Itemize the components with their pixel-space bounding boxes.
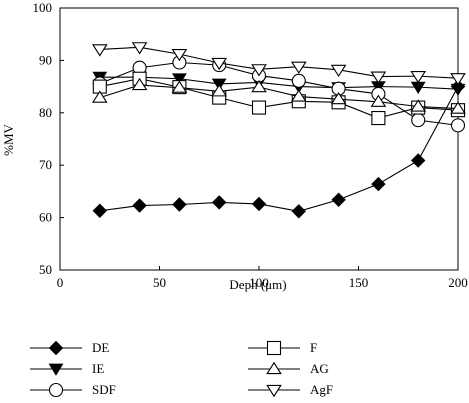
legend-label-f: F: [310, 340, 317, 355]
data-point-agf: [330, 64, 347, 78]
data-point-agf: [251, 64, 267, 77]
x-tick-label: 150: [349, 275, 369, 290]
data-point-de: [172, 197, 187, 212]
x-tick-label: 50: [153, 275, 166, 290]
series-layer: [91, 42, 466, 219]
data-point-ag: [131, 77, 148, 91]
data-point-de: [251, 196, 267, 212]
data-point-ag: [330, 91, 347, 105]
legend: DE IE SDF F AG AgF: [30, 340, 333, 398]
legend-item-ag: AG: [248, 361, 329, 376]
legend-item-de: DE: [30, 340, 109, 356]
series-de: [92, 79, 466, 219]
series-f: [92, 71, 466, 126]
data-point-de: [132, 198, 147, 213]
x-tick-label: 0: [57, 275, 64, 290]
series-ag: [91, 77, 466, 114]
legend-item-f: F: [248, 340, 317, 356]
legend-marker-ag: [266, 361, 282, 375]
legend-marker-sdf: [48, 382, 64, 398]
data-point-ag: [450, 101, 466, 114]
data-point-sdf: [450, 118, 466, 133]
legend-label-agf: AgF: [310, 382, 333, 397]
x-tick-label: 100: [249, 275, 269, 290]
data-point-agf: [370, 71, 387, 84]
y-tick-label: 80: [39, 105, 52, 120]
plot-frame: [59, 7, 459, 271]
y-tick-label: 90: [39, 52, 52, 67]
data-point-ag: [211, 84, 228, 97]
series-line-ag: [99, 84, 459, 110]
data-point-ag: [91, 90, 108, 103]
legend-label-sdf: SDF: [92, 382, 116, 397]
y-axis-title: %MV: [1, 124, 16, 156]
data-point-agf: [211, 57, 228, 71]
data-point-de: [331, 192, 346, 207]
data-point-ag: [251, 79, 267, 93]
legend-marker-ie: [48, 363, 64, 376]
data-point-sdf: [291, 73, 306, 88]
legend-label-ie: IE: [92, 361, 104, 376]
data-point-ie: [450, 83, 466, 97]
data-point-de: [211, 195, 227, 210]
data-point-de: [291, 204, 307, 219]
legend-item-agf: AgF: [248, 382, 333, 398]
legend-label-de: DE: [92, 340, 109, 355]
data-point-de: [410, 153, 426, 168]
series-line-agf: [99, 46, 459, 79]
data-point-ag: [370, 94, 387, 107]
y-tick-label: 60: [39, 210, 52, 225]
data-point-ag: [410, 99, 427, 112]
data-point-f: [251, 100, 267, 115]
data-point-agf: [450, 73, 466, 86]
data-point-agf: [91, 44, 108, 57]
data-point-ie: [172, 73, 187, 86]
series-line-ie: [99, 76, 459, 90]
data-point-de: [92, 203, 108, 218]
legend-marker-de: [48, 340, 64, 356]
series-agf: [91, 42, 466, 86]
legend-marker-f: [266, 340, 282, 356]
data-point-ag: [290, 89, 307, 102]
data-point-agf: [131, 42, 148, 55]
y-tick-label: 50: [39, 262, 52, 277]
data-point-ag: [171, 80, 188, 93]
series-sdf: [92, 55, 466, 133]
legend-item-ie: IE: [30, 361, 104, 376]
legend-label-ag: AG: [310, 361, 329, 376]
series-line-sdf: [99, 61, 459, 126]
y-tick-label: 70: [39, 157, 52, 172]
data-point-sdf: [411, 113, 426, 128]
series-line-de: [99, 86, 459, 212]
data-point-agf: [290, 61, 307, 74]
x-axis-title: Deph (μm): [229, 277, 286, 292]
legend-item-sdf: SDF: [30, 382, 116, 398]
data-point-de: [371, 176, 386, 192]
x-tick-label: 200: [448, 275, 468, 290]
y-tick-label: 100: [33, 0, 53, 15]
data-point-f: [371, 110, 386, 126]
data-point-agf: [410, 71, 427, 84]
data-point-agf: [171, 49, 188, 62]
legend-marker-agf: [266, 384, 282, 398]
series-line-f: [99, 78, 459, 119]
axes: 0 50 100 150 200 50 60 70 80 90 100: [33, 0, 468, 290]
